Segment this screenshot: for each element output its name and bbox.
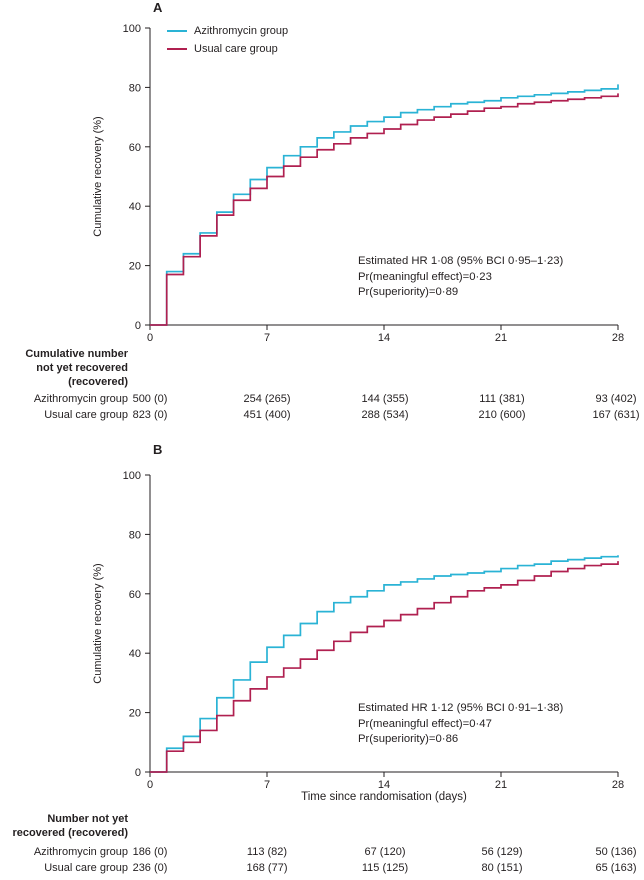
risk-value: 80 (151) — [481, 862, 523, 874]
y-axis-title: Cumulative recovery (%) — [92, 563, 104, 683]
panel-b-letter: B — [153, 442, 163, 457]
risk-value: 210 (600) — [478, 409, 526, 421]
y-tick-label: 20 — [129, 261, 141, 273]
panel-b-annotation: Estimated HR 1·12 (95% BCI 0·91–1·38) Pr… — [358, 701, 563, 748]
x-tick-label: 0 — [147, 779, 153, 791]
risk-value: 93 (402) — [595, 393, 637, 405]
annotation-line: Pr(meaningful effect)=0·23 — [358, 270, 492, 283]
risk-table-header: Cumulative number not yet recovered (rec… — [0, 347, 130, 389]
risk-row-usual-care: Usual care group 236 (0) 168 (77) 115 (1… — [0, 860, 644, 876]
y-tick-label: 0 — [135, 320, 141, 332]
risk-value: 168 (77) — [246, 862, 288, 874]
panel-a-risk-table: Cumulative number not yet recovered (rec… — [0, 347, 644, 423]
risk-value: 288 (534) — [361, 409, 409, 421]
risk-value: 67 (120) — [364, 846, 406, 858]
risk-row-azithromycin: Azithromycin group 500 (0) 254 (265) 144… — [0, 391, 644, 407]
x-tick-label: 28 — [612, 332, 624, 344]
y-tick-label: 0 — [135, 767, 141, 779]
risk-header-line: Number not yet — [47, 813, 128, 825]
risk-value: 451 (400) — [243, 409, 291, 421]
series-step-line-1 — [150, 561, 619, 773]
y-tick-label: 80 — [129, 82, 141, 94]
panel-a-plot: 0 20 40 60 80 100 0 7 14 21 28 Cumulative recovery … — [92, 23, 624, 344]
risk-value: 823 (0) — [132, 409, 168, 421]
x-tick-label: 28 — [612, 779, 624, 791]
risk-value: 144 (355) — [361, 393, 409, 405]
x-tick-label: 21 — [495, 779, 507, 791]
legend-item-usual-care: Usual care group — [167, 40, 288, 58]
legend-label-usual-care: Usual care group — [194, 43, 278, 55]
risk-row-label: Azithromycin group — [33, 393, 128, 405]
risk-value: 236 (0) — [132, 862, 168, 874]
panel-b-plot: 0 20 40 60 80 100 0 7 14 21 28 Cumulative recovery … — [92, 470, 624, 791]
x-tick-label: 7 — [264, 779, 270, 791]
risk-row-label: Usual care group — [44, 409, 128, 421]
risk-value: 56 (129) — [481, 846, 523, 858]
risk-value: 115 (125) — [361, 862, 409, 874]
annotation-line: Pr(superiority)=0·89 — [358, 286, 459, 298]
risk-row-usual-care: Usual care group 823 (0) 451 (400) 288 (… — [0, 407, 644, 423]
risk-row-label: Usual care group — [44, 862, 128, 874]
risk-header-line: (recovered) — [68, 376, 128, 388]
legend: Azithromycin group Usual care group — [167, 22, 288, 58]
risk-header-line: Cumulative number — [25, 348, 128, 360]
series-step-line-1 — [150, 93, 619, 326]
x-tick-label: 14 — [378, 332, 390, 344]
risk-header-line: recovered (recovered) — [12, 827, 128, 839]
y-tick-label: 60 — [129, 142, 141, 154]
risk-value: 50 (136) — [595, 846, 637, 858]
x-tick-label: 0 — [147, 332, 153, 344]
risk-value: 254 (265) — [243, 393, 291, 405]
panel-a-letter: A — [153, 0, 163, 15]
panel-a-annotation: Estimated HR 1·08 (95% BCI 0·95–1·23) Pr… — [358, 254, 563, 301]
x-axis-title: Time since randomisation (days) — [301, 791, 467, 803]
usual-care-line-swatch — [167, 48, 187, 50]
legend-label-azithromycin: Azithromycin group — [194, 25, 289, 37]
x-tick-label: 21 — [495, 332, 507, 344]
annotation-line: Pr(superiority)=0·86 — [358, 733, 459, 745]
annotation-line: Estimated HR 1·08 (95% BCI 0·95–1·23) — [358, 255, 564, 267]
y-tick-label: 80 — [129, 529, 141, 541]
risk-rows: Azithromycin group 186 (0) 113 (82) 67 (… — [0, 844, 644, 876]
risk-row-label: Azithromycin group — [33, 846, 128, 858]
annotation-line: Pr(meaningful effect)=0·47 — [358, 717, 492, 730]
azithromycin-line-swatch — [167, 30, 187, 32]
risk-value: 167 (631) — [592, 409, 640, 421]
x-tick-label: 7 — [264, 332, 270, 344]
risk-value: 65 (163) — [595, 862, 637, 874]
risk-value: 111 (381) — [479, 393, 525, 405]
series-step-line-0 — [150, 555, 619, 773]
y-tick-label: 40 — [129, 201, 141, 213]
legend-item-azithromycin: Azithromycin group — [167, 22, 288, 40]
risk-header-line: not yet recovered — [36, 362, 128, 374]
y-tick-label: 40 — [129, 648, 141, 660]
risk-rows: Azithromycin group 500 (0) 254 (265) 144… — [0, 391, 644, 423]
y-axis-title: Cumulative recovery (%) — [92, 116, 104, 236]
risk-value: 113 (82) — [246, 846, 288, 858]
risk-row-azithromycin: Azithromycin group 186 (0) 113 (82) 67 (… — [0, 844, 644, 860]
risk-value: 500 (0) — [132, 393, 168, 405]
x-tick-label: 14 — [378, 779, 390, 791]
y-tick-label: 100 — [123, 470, 141, 482]
y-tick-label: 60 — [129, 589, 141, 601]
y-tick-label: 100 — [123, 23, 141, 35]
panel-b-risk-table: Number not yet recovered (recovered) Azi… — [0, 812, 644, 876]
y-tick-label: 20 — [129, 708, 141, 720]
risk-table-header: Number not yet recovered (recovered) — [0, 812, 130, 840]
annotation-line: Estimated HR 1·12 (95% BCI 0·91–1·38) — [358, 702, 564, 714]
risk-value: 186 (0) — [132, 846, 168, 858]
